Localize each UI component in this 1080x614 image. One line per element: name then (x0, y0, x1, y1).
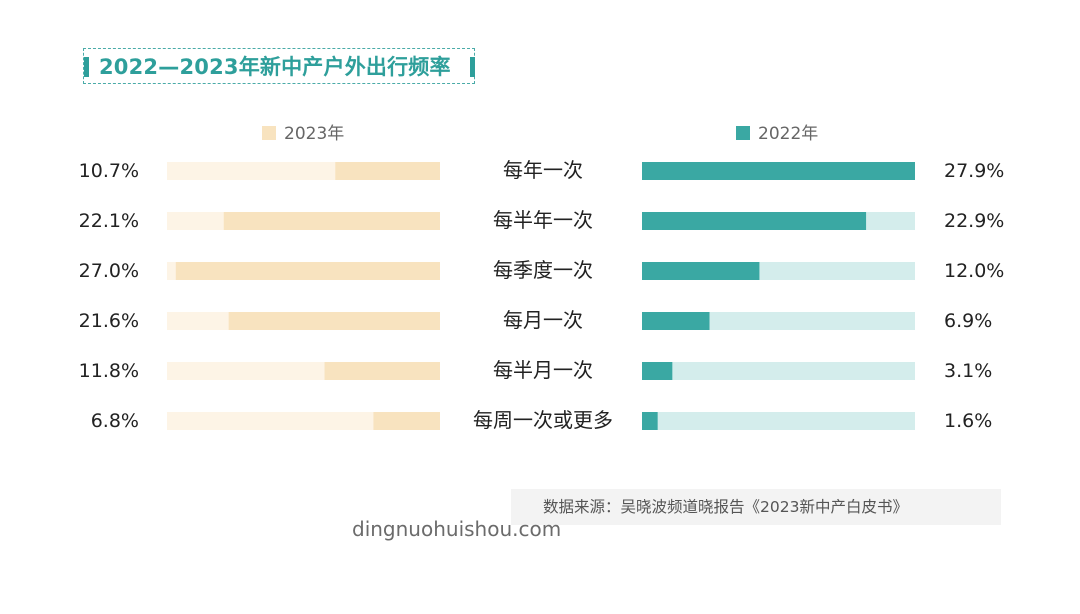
watermark: dingnuohuishou.com (352, 517, 562, 541)
title-left-bar (84, 57, 89, 77)
category-label: 每半年一次 (493, 208, 593, 232)
value-label-2023: 10.7% (79, 160, 139, 182)
bar-2022 (642, 212, 867, 230)
value-label-2023: 11.8% (79, 360, 139, 382)
bar-2022 (642, 312, 710, 330)
value-label-2023: 21.6% (79, 310, 139, 332)
track-2022 (642, 412, 915, 430)
bar-2022 (642, 362, 673, 380)
track-2023 (167, 412, 440, 430)
value-label-2022: 22.9% (944, 210, 1004, 232)
bar-2022 (642, 412, 658, 430)
value-label-2023: 6.8% (91, 410, 139, 432)
value-label-2022: 27.9% (944, 160, 1004, 182)
value-label-2022: 3.1% (944, 360, 992, 382)
value-label-2022: 1.6% (944, 410, 992, 432)
bar-2023 (335, 162, 440, 180)
legend-swatch-2022 (736, 126, 750, 140)
value-label-2022: 12.0% (944, 260, 1004, 282)
source-note: 数据来源：吴晓波频道晓报告《2023新中产白皮书》 (543, 498, 908, 516)
value-label-2023: 27.0% (79, 260, 139, 282)
legend-label-2023: 2023年 (284, 124, 344, 144)
bar-2022 (642, 262, 760, 280)
category-label: 每周一次或更多 (473, 408, 613, 432)
bar-2023 (324, 362, 440, 380)
bar-2022 (642, 162, 915, 180)
bar-2023 (223, 212, 440, 230)
category-label: 每年一次 (503, 158, 583, 182)
category-label: 每季度一次 (493, 258, 593, 282)
bar-2023 (373, 412, 440, 430)
legend-label-2022: 2022年 (758, 124, 818, 144)
category-label: 每月一次 (503, 308, 583, 332)
bar-2023 (228, 312, 440, 330)
category-label: 每半月一次 (493, 358, 593, 382)
value-label-2023: 22.1% (79, 210, 139, 232)
value-label-2022: 6.9% (944, 310, 992, 332)
bar-2023 (175, 262, 440, 280)
title-right-bar (470, 57, 475, 77)
track-2022 (642, 312, 915, 330)
track-2022 (642, 362, 915, 380)
source-note-box (511, 489, 1001, 525)
chart-title: 2022—2023年新中产户外出行频率 (99, 55, 451, 79)
legend-swatch-2023 (262, 126, 276, 140)
